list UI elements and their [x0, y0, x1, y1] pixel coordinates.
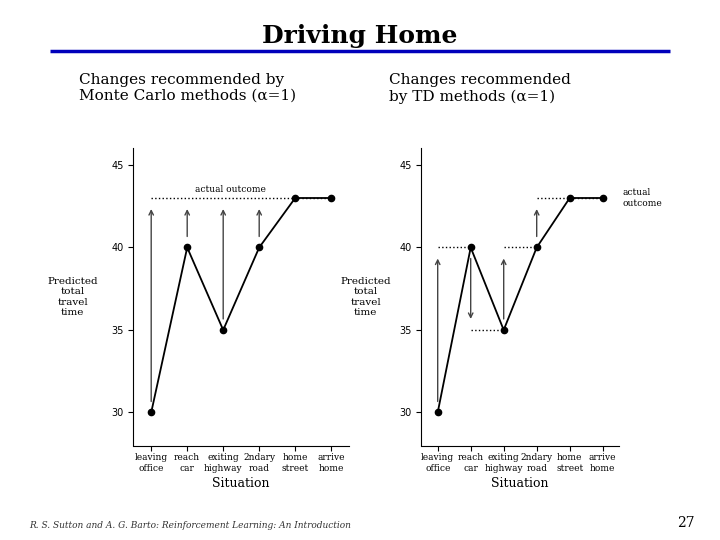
Y-axis label: Predicted
total
travel
time: Predicted total travel time — [48, 277, 98, 317]
Text: 27: 27 — [678, 516, 695, 530]
X-axis label: Situation: Situation — [492, 477, 549, 490]
Text: Driving Home: Driving Home — [262, 24, 458, 48]
Text: actual
outcome: actual outcome — [623, 188, 662, 208]
Text: Changes recommended by
Monte Carlo methods (α=1): Changes recommended by Monte Carlo metho… — [79, 73, 297, 103]
Y-axis label: Predicted
total
travel
time: Predicted total travel time — [341, 277, 391, 317]
X-axis label: Situation: Situation — [212, 477, 270, 490]
Text: Changes recommended
by TD methods (α=1): Changes recommended by TD methods (α=1) — [389, 73, 571, 104]
Text: actual outcome: actual outcome — [195, 185, 266, 194]
Text: R. S. Sutton and A. G. Barto: Reinforcement Learning: An Introduction: R. S. Sutton and A. G. Barto: Reinforcem… — [29, 521, 351, 530]
